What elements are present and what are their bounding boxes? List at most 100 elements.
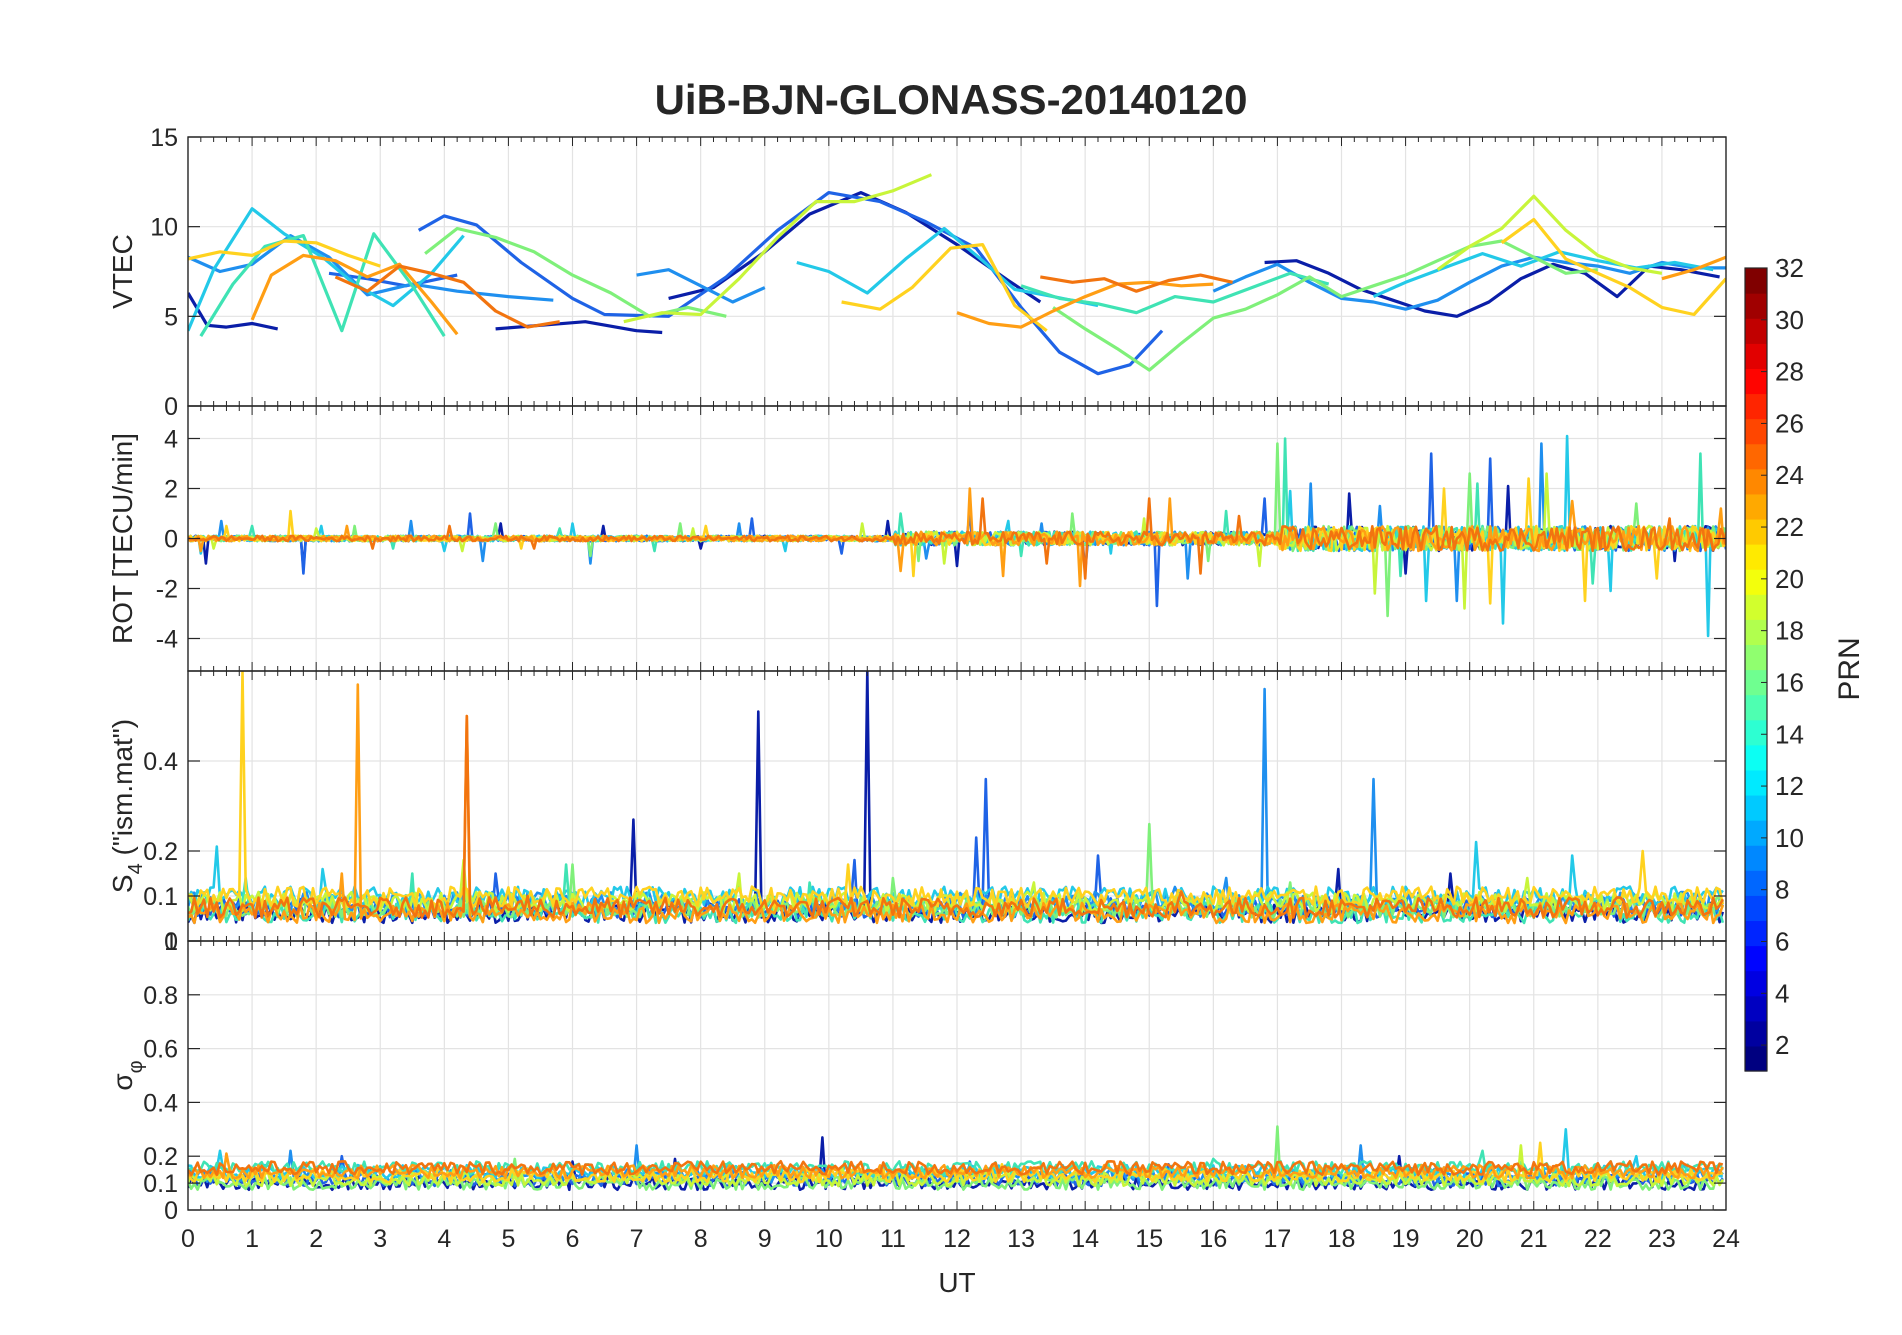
series-line [188, 234, 554, 302]
colorbar-tick-label: 4 [1775, 978, 1789, 1008]
colorbar-tick-label: 28 [1775, 357, 1804, 387]
colorbar-segment [1745, 368, 1767, 395]
colorbar-frame [1744, 267, 1768, 1072]
series-line [1264, 259, 1720, 318]
x-tick-label: 8 [694, 1225, 708, 1253]
colorbar-tick-label: 30 [1775, 305, 1804, 335]
y-tick-label: 2 [164, 476, 178, 504]
y-axis-label: VTEC [107, 234, 138, 309]
colorbar-segment [1745, 518, 1767, 545]
series-line [1500, 217, 1726, 317]
colorbar-tick-label: 22 [1775, 512, 1804, 542]
y-tick-label: 0.4 [143, 1089, 178, 1117]
y-tick-label: 0.1 [143, 883, 178, 911]
y-tick-label: 0.6 [143, 1036, 178, 1064]
series-line [188, 671, 1725, 908]
series-line [956, 280, 1214, 329]
colorbar-segment [1745, 769, 1767, 796]
y-axis-label: S4 ("ism.mat") [107, 719, 147, 893]
series-line [188, 239, 381, 268]
series-line [188, 671, 1725, 925]
colorbar-tick-label: 26 [1775, 408, 1804, 438]
colorbar-segment [1745, 644, 1767, 671]
y-tick-label: 15 [150, 124, 178, 152]
series-line [199, 232, 446, 337]
y-tick-label: -4 [156, 626, 178, 654]
series-line [188, 1141, 1723, 1184]
series-line [188, 292, 279, 331]
y-tick-label: 0.4 [143, 748, 178, 776]
colorbar-segment [1745, 544, 1767, 570]
y-tick-label: 0.2 [143, 1143, 178, 1171]
series-line [1020, 271, 1330, 315]
panel-sigma-series [188, 1125, 1724, 1192]
colorbar-segment [1745, 619, 1767, 646]
x-tick-label: 23 [1648, 1225, 1676, 1253]
series-line [796, 226, 1099, 308]
x-tick-label: 14 [1071, 1225, 1099, 1253]
x-tick-label: 16 [1199, 1225, 1227, 1253]
y-tick-label: 5 [164, 303, 178, 331]
x-tick-label: 15 [1135, 1225, 1163, 1253]
colorbar-segment [1745, 268, 1767, 294]
panel-rot-series [188, 434, 1726, 638]
colorbar-segment [1745, 870, 1767, 896]
colorbar-segment [1745, 493, 1767, 520]
colorbar-segment [1745, 895, 1767, 922]
y-tick-label: 4 [164, 426, 178, 454]
x-tick-label: 10 [815, 1225, 843, 1253]
panel-s4-series [188, 671, 1725, 925]
series-line [188, 1160, 1724, 1176]
colorbar-segment [1745, 569, 1767, 595]
x-tick-label: 11 [880, 1225, 906, 1253]
colorbar-segment [1745, 945, 1767, 972]
y-tick-label: 0 [164, 928, 178, 956]
colorbar-tick-label: 32 [1775, 253, 1804, 283]
colorbar-segment [1745, 293, 1767, 319]
colorbar-segment [1745, 418, 1767, 445]
x-tick-label: 12 [943, 1225, 971, 1253]
x-tick-label: 6 [566, 1225, 580, 1253]
colorbar-segment [1745, 1020, 1767, 1047]
colorbar-segment [1745, 669, 1767, 696]
series-line [188, 683, 1725, 925]
series-line [188, 714, 1724, 919]
series-line [188, 1136, 1724, 1192]
y-tick-label: 0 [164, 526, 178, 554]
colorbar-tick-label: 18 [1775, 616, 1804, 646]
colorbar-segment [1745, 594, 1767, 620]
colorbar-segment [1745, 744, 1767, 771]
y-tick-label: -2 [156, 576, 178, 604]
colorbar-tick-label: 16 [1775, 667, 1804, 697]
series-line [424, 226, 727, 318]
series-line [188, 687, 1724, 914]
series-layer [188, 173, 1726, 1192]
x-tick-label: 20 [1456, 1225, 1484, 1253]
y-tick-label: 0.2 [143, 838, 178, 866]
x-tick-label: 19 [1392, 1225, 1420, 1253]
colorbar-segment [1745, 393, 1767, 420]
colorbar-segment [1745, 468, 1767, 495]
figure-title: UiB-BJN-GLONASS-20140120 [655, 76, 1248, 123]
series-line [1052, 239, 1598, 372]
series-line [623, 173, 933, 324]
y-tick-label: 0.8 [143, 982, 178, 1010]
colorbar-tick-label: 24 [1775, 460, 1804, 490]
series-line [417, 191, 1164, 376]
x-tick-label: 9 [758, 1225, 772, 1253]
x-tick-label: 2 [309, 1225, 323, 1253]
x-tick-label: 3 [373, 1225, 387, 1253]
colorbar-tick-label: 10 [1775, 823, 1804, 853]
x-tick-label: 0 [181, 1225, 195, 1253]
series-line [188, 497, 1726, 580]
colorbar-segment [1745, 694, 1767, 721]
series-line [1436, 194, 1663, 275]
y-tick-label: 0 [164, 393, 178, 421]
series-line [334, 264, 560, 329]
x-tick-label: 24 [1712, 1225, 1740, 1253]
series-line [1040, 273, 1233, 293]
x-tick-label: 1 [245, 1225, 259, 1253]
